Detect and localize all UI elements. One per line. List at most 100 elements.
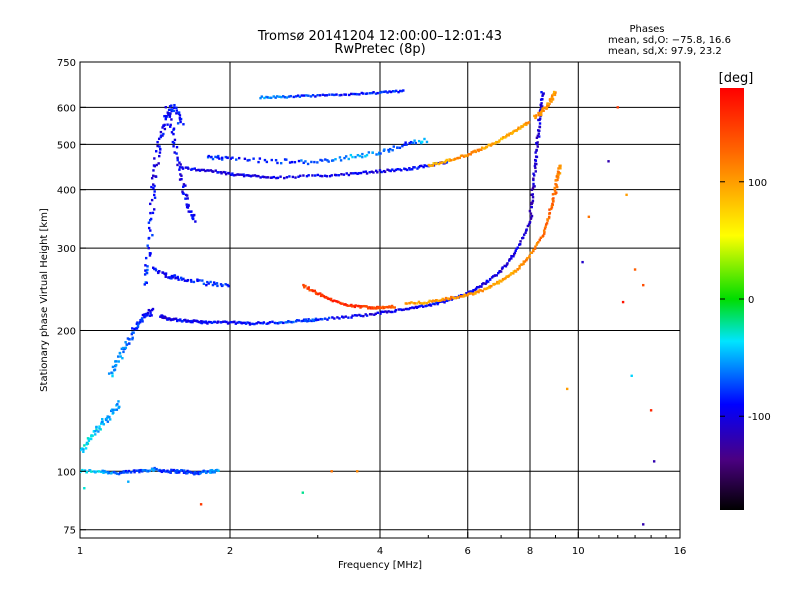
data-point bbox=[534, 162, 537, 165]
data-point bbox=[360, 91, 363, 95]
data-point bbox=[307, 286, 310, 289]
data-point bbox=[415, 306, 418, 309]
data-point bbox=[501, 266, 504, 269]
data-point bbox=[182, 185, 185, 188]
data-point bbox=[260, 95, 263, 98]
data-point bbox=[422, 165, 425, 169]
colorbar-ticks: 100 0 -100 bbox=[720, 178, 771, 423]
data-point bbox=[519, 127, 522, 130]
data-point bbox=[297, 319, 301, 322]
data-point bbox=[92, 470, 96, 473]
data-point bbox=[184, 184, 187, 187]
data-point bbox=[170, 468, 173, 472]
data-point bbox=[428, 299, 431, 303]
data-point bbox=[83, 444, 86, 447]
data-point bbox=[178, 168, 181, 171]
data-point bbox=[547, 102, 550, 106]
data-point bbox=[331, 93, 334, 96]
data-point bbox=[350, 316, 353, 319]
data-point bbox=[532, 178, 535, 182]
data-point bbox=[539, 103, 542, 107]
data-point bbox=[530, 214, 534, 218]
data-point bbox=[163, 114, 166, 118]
data-point bbox=[510, 271, 513, 275]
data-point bbox=[307, 318, 310, 321]
data-point bbox=[94, 429, 97, 433]
data-point bbox=[328, 93, 331, 96]
data-point bbox=[148, 254, 152, 257]
data-point bbox=[263, 175, 266, 179]
data-point bbox=[389, 90, 393, 94]
data-point bbox=[479, 289, 483, 292]
data-point bbox=[275, 176, 278, 180]
data-point bbox=[176, 156, 179, 160]
data-point bbox=[355, 470, 359, 473]
data-point bbox=[552, 90, 556, 94]
data-point bbox=[354, 155, 357, 159]
data-point bbox=[152, 164, 156, 167]
data-point bbox=[314, 95, 317, 98]
data-point bbox=[176, 276, 180, 280]
data-point bbox=[441, 161, 444, 164]
data-point bbox=[214, 469, 218, 472]
data-point bbox=[107, 415, 110, 419]
data-point bbox=[405, 302, 408, 305]
data-point bbox=[114, 363, 118, 367]
data-point bbox=[435, 161, 438, 165]
data-point bbox=[206, 169, 209, 172]
data-point bbox=[82, 450, 85, 454]
data-point bbox=[384, 310, 387, 313]
data-point bbox=[456, 296, 460, 299]
data-point bbox=[398, 146, 402, 150]
data-point bbox=[226, 156, 229, 159]
data-point bbox=[621, 300, 625, 304]
data-point bbox=[98, 425, 101, 428]
data-point bbox=[535, 149, 538, 152]
data-point bbox=[321, 159, 324, 162]
data-point bbox=[365, 305, 368, 308]
data-point bbox=[224, 283, 227, 286]
data-point bbox=[365, 153, 369, 157]
data-point bbox=[158, 154, 161, 158]
data-point bbox=[529, 212, 533, 215]
data-point bbox=[217, 320, 220, 323]
data-point bbox=[82, 448, 85, 451]
data-point bbox=[534, 245, 537, 248]
data-point bbox=[323, 94, 327, 97]
data-point bbox=[147, 246, 150, 250]
data-point bbox=[253, 174, 257, 177]
data-point bbox=[445, 158, 449, 162]
data-point bbox=[522, 233, 526, 236]
data-point bbox=[552, 93, 555, 96]
data-point bbox=[155, 163, 158, 167]
data-point bbox=[333, 317, 336, 320]
data-point bbox=[338, 94, 341, 97]
data-point bbox=[162, 132, 165, 136]
data-point bbox=[325, 94, 329, 97]
data-point bbox=[382, 310, 385, 314]
data-point bbox=[538, 122, 542, 125]
data-point bbox=[159, 130, 163, 134]
data-point bbox=[364, 155, 367, 158]
data-point bbox=[146, 244, 149, 247]
data-point bbox=[387, 310, 390, 313]
data-point bbox=[113, 408, 116, 411]
data-point bbox=[550, 96, 554, 99]
data-point bbox=[365, 172, 369, 175]
data-point bbox=[110, 371, 113, 374]
data-point bbox=[81, 447, 84, 450]
data-point bbox=[319, 158, 322, 162]
data-point bbox=[532, 248, 535, 252]
data-point bbox=[461, 154, 464, 157]
data-point bbox=[177, 111, 180, 115]
data-point bbox=[187, 210, 190, 213]
data-point bbox=[401, 144, 404, 148]
data-point bbox=[146, 268, 149, 272]
data-point bbox=[425, 164, 428, 168]
data-point bbox=[420, 140, 424, 144]
data-point bbox=[525, 121, 528, 125]
data-point bbox=[420, 141, 423, 145]
data-point bbox=[161, 316, 164, 319]
data-point bbox=[393, 90, 396, 93]
data-point bbox=[170, 131, 174, 134]
